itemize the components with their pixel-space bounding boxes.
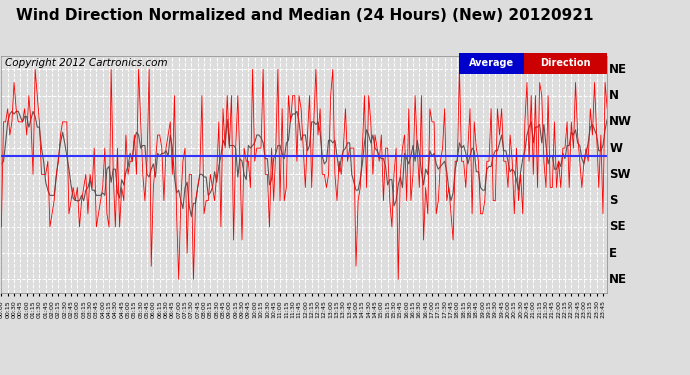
Text: NE: NE — [609, 63, 627, 76]
Text: Wind Direction Normalized and Median (24 Hours) (New) 20120921: Wind Direction Normalized and Median (24… — [16, 8, 593, 22]
Text: SE: SE — [609, 220, 626, 233]
Text: N: N — [609, 89, 619, 102]
Text: NE: NE — [609, 273, 627, 286]
Text: W: W — [609, 142, 622, 154]
Text: Average: Average — [469, 58, 514, 68]
Text: SW: SW — [609, 168, 631, 181]
Text: S: S — [609, 194, 618, 207]
Text: Direction: Direction — [540, 58, 591, 68]
Text: E: E — [609, 247, 618, 259]
Text: NW: NW — [609, 116, 632, 128]
Text: Copyright 2012 Cartronics.com: Copyright 2012 Cartronics.com — [5, 58, 168, 68]
